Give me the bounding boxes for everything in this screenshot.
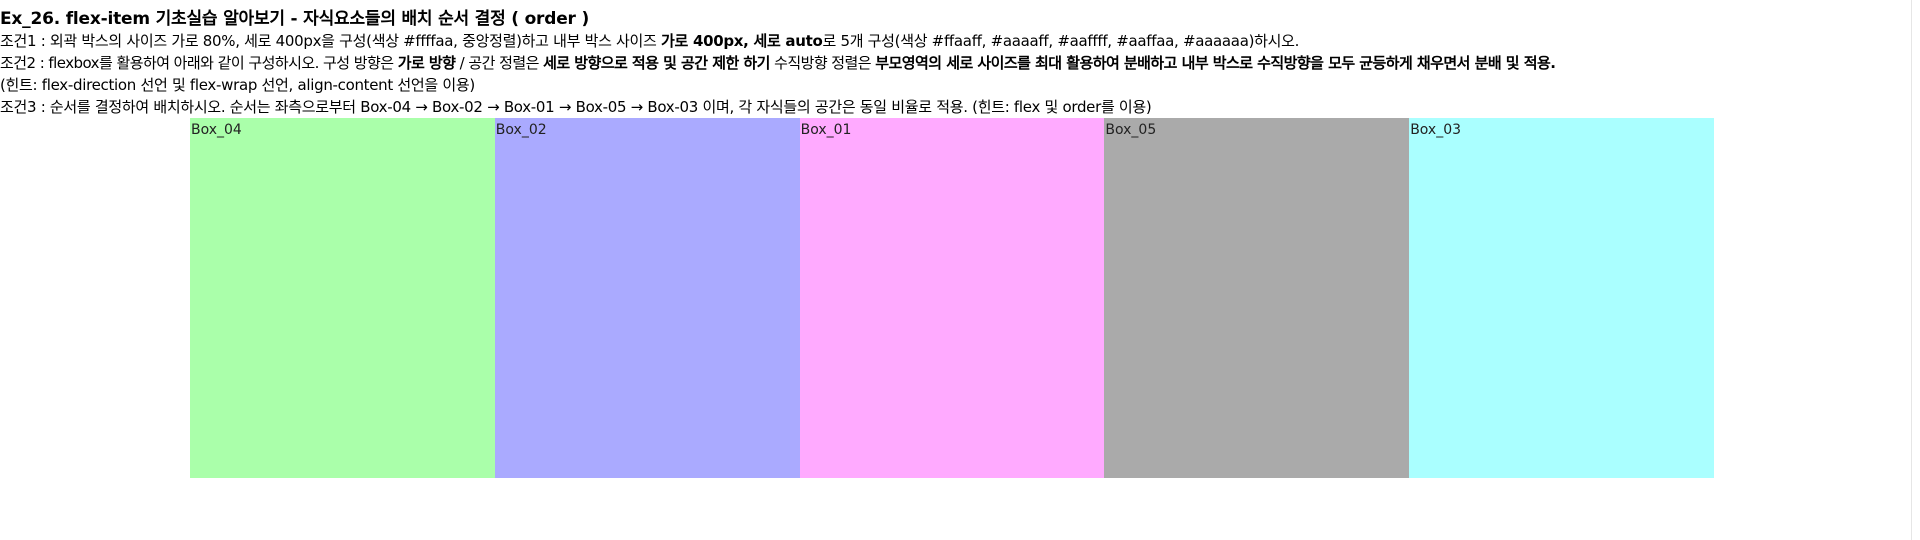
condition-2-bold-a: 가로 방향 [397,54,456,72]
condition-2-text-c: 수직방향 정렬은 [769,54,876,72]
condition-2: 조건2 : flexbox를 활용하여 아래와 같이 구성하시오. 구성 방향은… [0,53,1556,74]
box-05: Box_05 [1104,118,1410,478]
condition-1-bold: 가로 400px, 세로 auto [661,32,823,50]
condition-2-bold-b: 세로 방향으로 적용 및 공간 제한 하기 [543,54,770,72]
condition-3: 조건3 : 순서를 결정하여 배치하시오. 순서는 좌측으로부터 Box-04 … [0,98,1152,116]
box-02: Box_02 [494,118,800,478]
page-title: Ex_26. flex-item 기초실습 알아보기 - 자식요소들의 배치 순… [0,9,590,29]
condition-2-hint: (힌트: flex-direction 선언 및 flex-wrap 선언, a… [0,76,475,94]
condition-1-text-a: 조건1 : 외곽 박스의 사이즈 가로 80%, 세로 400px을 구성(색상… [0,32,662,50]
condition-1-text-b: 로 5개 구성(색상 #ffaaff, #aaaaff, #aaffff, #a… [822,32,1300,50]
condition-2-text-b: / 공간 정렬은 [455,54,544,72]
box-04: Box_04 [190,118,495,478]
condition-2-text-a: 조건2 : flexbox를 활용하여 아래와 같이 구성하시오. 구성 방향은 [0,54,398,72]
condition-1: 조건1 : 외곽 박스의 사이즈 가로 80%, 세로 400px을 구성(색상… [0,31,1299,52]
page-edge-divider [1911,0,1912,540]
box-01: Box_01 [799,118,1105,478]
condition-2-bold-c: 부모영역의 세로 사이즈를 최대 활용하여 분배하고 내부 박스로 수직방향을 … [875,54,1556,72]
box-03: Box_03 [1409,118,1714,478]
flex-container: Box_04 Box_02 Box_01 Box_05 Box_03 [190,118,1714,478]
